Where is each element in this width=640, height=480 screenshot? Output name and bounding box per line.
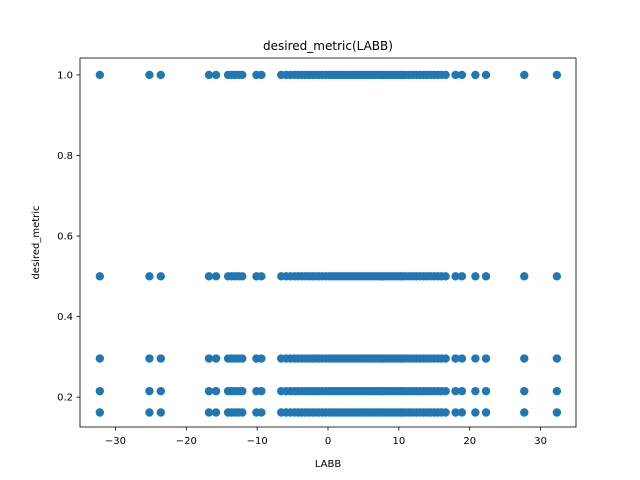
data-point (457, 408, 467, 417)
data-point (441, 386, 450, 396)
y-tick-label: 0.6 (57, 232, 73, 243)
data-point (238, 354, 247, 363)
data-point (481, 408, 491, 417)
y-tick-label: 0.8 (57, 151, 73, 162)
data-point (441, 70, 450, 80)
data-point (211, 272, 221, 281)
x-axis-label: LABB (315, 459, 342, 470)
data-point (471, 408, 480, 417)
y-axis: 0.2 0.4 0.6 0.8 1.0 (57, 70, 80, 404)
data-point (552, 408, 562, 417)
data-point (451, 272, 460, 281)
data-point (211, 354, 221, 363)
x-tick-label: 20 (463, 436, 476, 447)
data-point (471, 70, 480, 80)
data-point (156, 408, 165, 417)
data-point (211, 386, 221, 396)
data-point (204, 354, 214, 363)
data-point (238, 408, 247, 417)
data-point (552, 70, 562, 80)
data-point (145, 272, 154, 281)
y-tick-label: 0.4 (57, 312, 73, 323)
x-tick-label: 30 (534, 436, 547, 447)
data-point (520, 70, 529, 80)
data-point (457, 354, 467, 363)
y-tick-label: 1.0 (57, 70, 73, 81)
data-point (451, 386, 460, 396)
x-tick-label: −10 (247, 436, 268, 447)
data-point (204, 408, 214, 417)
data-point (520, 272, 529, 281)
data-point (457, 386, 467, 396)
data-point (441, 272, 450, 281)
data-point (95, 408, 105, 417)
data-point (520, 386, 529, 396)
data-point (457, 70, 467, 80)
data-point (520, 354, 529, 363)
data-point (145, 70, 154, 80)
data-point (451, 408, 460, 417)
data-point (95, 272, 105, 281)
data-point (257, 70, 266, 80)
x-tick-label: 0 (325, 436, 331, 447)
data-point (204, 386, 214, 396)
data-point (451, 70, 460, 80)
data-point (238, 70, 247, 80)
data-point (156, 272, 165, 281)
data-point (95, 386, 105, 396)
data-point (145, 408, 154, 417)
data-point (257, 408, 266, 417)
data-point (441, 408, 450, 417)
data-point (457, 272, 467, 281)
data-point (481, 354, 491, 363)
y-tick-label: 0.2 (57, 393, 73, 404)
data-point (156, 354, 165, 363)
data-point (145, 386, 154, 396)
data-point (471, 386, 480, 396)
x-axis: −30 −20 −10 0 10 20 30 (105, 427, 547, 447)
data-point (211, 70, 221, 80)
data-points (95, 70, 562, 417)
data-point (441, 354, 450, 363)
data-point (156, 386, 165, 396)
data-point (211, 408, 221, 417)
x-tick-label: 10 (392, 436, 405, 447)
data-point (552, 386, 562, 396)
y-axis-label: desired_metric (31, 205, 42, 279)
data-point (520, 408, 529, 417)
data-point (481, 70, 491, 80)
x-tick-label: −30 (105, 436, 126, 447)
data-point (257, 272, 266, 281)
data-point (238, 386, 247, 396)
data-point (204, 272, 214, 281)
data-point (471, 272, 480, 281)
data-point (238, 272, 247, 281)
chart-title: desired_metric(LABB) (263, 39, 393, 53)
data-point (156, 70, 165, 80)
data-point (204, 70, 214, 80)
data-point (257, 386, 266, 396)
data-point (481, 272, 491, 281)
data-point (95, 354, 105, 363)
data-point (552, 354, 562, 363)
x-tick-label: −20 (176, 436, 197, 447)
data-point (451, 354, 460, 363)
data-point (552, 272, 562, 281)
data-point (471, 354, 480, 363)
data-point (257, 354, 266, 363)
data-point (145, 354, 154, 363)
data-point (95, 70, 105, 80)
data-point (481, 386, 491, 396)
